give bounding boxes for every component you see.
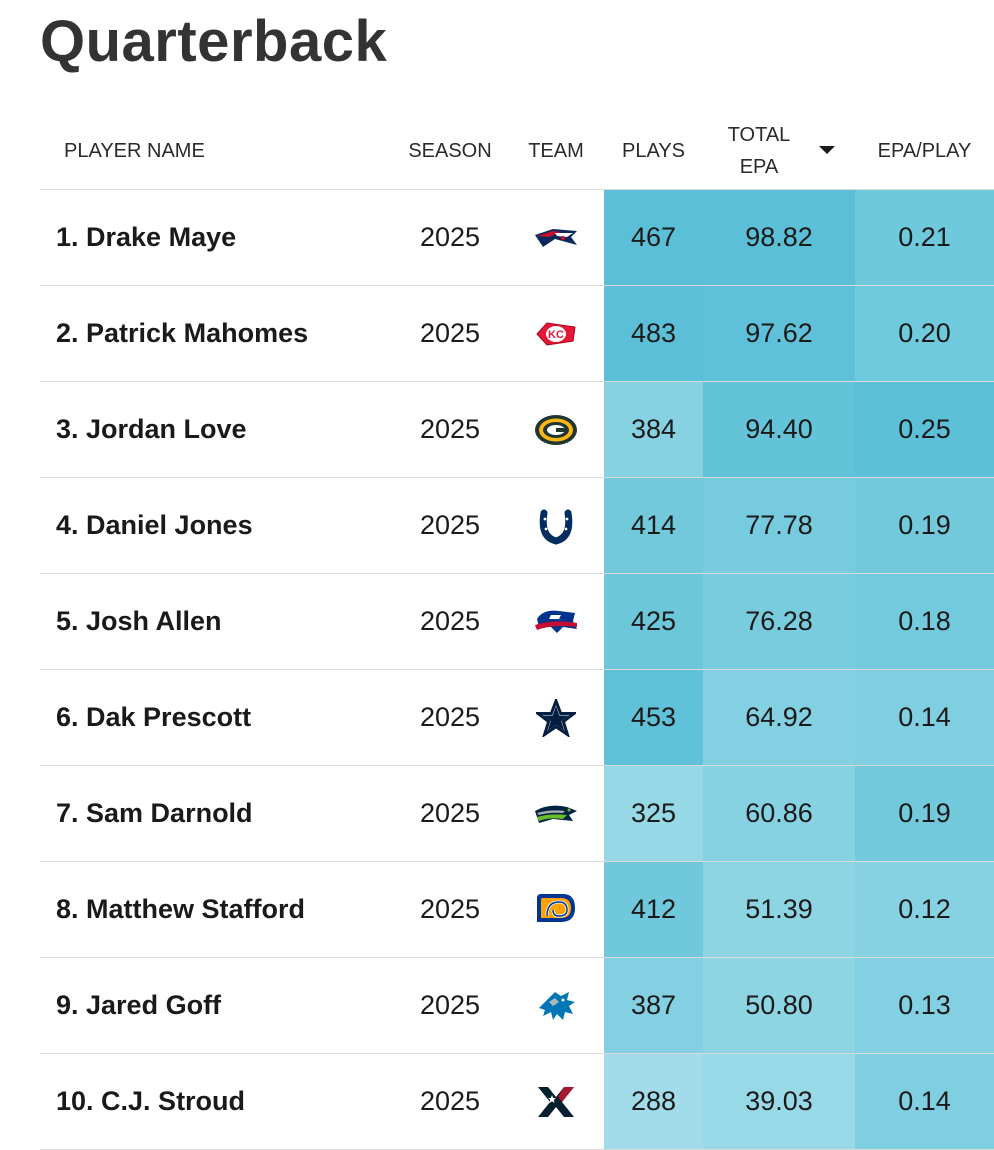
plays-value: 467 bbox=[604, 190, 703, 285]
header-plays[interactable]: PLAYS bbox=[622, 139, 685, 162]
epa-per-play-value: 0.20 bbox=[855, 286, 994, 381]
player-name[interactable]: 7. Sam Darnold bbox=[56, 798, 253, 828]
table-row[interactable]: 10. C.J. Stroud 2025 288 39.03 0.14 bbox=[40, 1053, 994, 1150]
table-row[interactable]: 1. Drake Maye 2025 467 98.82 0.21 bbox=[40, 189, 994, 285]
total-epa-value: 39.03 bbox=[703, 1054, 855, 1149]
table-row[interactable]: 8. Matthew Stafford 2025 412 51.39 0.12 bbox=[40, 861, 994, 957]
player-name[interactable]: 2. Patrick Mahomes bbox=[56, 318, 309, 348]
team-cell bbox=[516, 1054, 596, 1149]
player-name[interactable]: 3. Jordan Love bbox=[56, 414, 247, 444]
player-name[interactable]: 10. C.J. Stroud bbox=[56, 1086, 246, 1116]
season-value: 2025 bbox=[419, 222, 481, 252]
header-player-name[interactable]: PLAYER NAME bbox=[64, 139, 205, 162]
season-value: 2025 bbox=[419, 990, 481, 1020]
header-total-epa[interactable]: TOTAL EPA bbox=[703, 112, 815, 189]
player-name[interactable]: 5. Josh Allen bbox=[56, 606, 222, 636]
table-row[interactable]: 9. Jared Goff 2025 387 50.80 0.13 bbox=[40, 957, 994, 1053]
seahawks-logo[interactable] bbox=[533, 801, 579, 827]
table-body: 1. Drake Maye 2025 467 98.82 0.21 2. Patrick … bbox=[40, 189, 994, 1150]
team-cell: KC bbox=[516, 286, 596, 381]
team-cell bbox=[516, 670, 596, 765]
team-cell bbox=[516, 190, 596, 285]
season-value: 2025 bbox=[419, 798, 481, 828]
plays-value: 412 bbox=[604, 862, 703, 957]
epa-per-play-value: 0.14 bbox=[855, 670, 994, 765]
patriots-logo[interactable] bbox=[533, 225, 579, 251]
colts-logo[interactable] bbox=[538, 507, 574, 545]
lions-logo[interactable] bbox=[533, 988, 579, 1024]
plays-value: 483 bbox=[604, 286, 703, 381]
plays-value: 453 bbox=[604, 670, 703, 765]
total-epa-value: 51.39 bbox=[703, 862, 855, 957]
season-value: 2025 bbox=[419, 510, 481, 540]
table-row[interactable]: 3. Jordan Love 2025 384 94.40 0.25 bbox=[40, 381, 994, 477]
epa-per-play-value: 0.14 bbox=[855, 1054, 994, 1149]
plays-value: 414 bbox=[604, 478, 703, 573]
caret-down-icon[interactable] bbox=[819, 146, 835, 154]
table-header: PLAYER NAME SEASON TEAM PLAYS TOTAL EPA … bbox=[40, 112, 994, 189]
packers-logo[interactable] bbox=[534, 414, 578, 446]
rams-logo[interactable] bbox=[533, 892, 579, 928]
plays-value: 288 bbox=[604, 1054, 703, 1149]
total-epa-value: 77.78 bbox=[703, 478, 855, 573]
cowboys-logo[interactable] bbox=[536, 698, 576, 737]
page-title: Quarterback bbox=[40, 9, 388, 74]
table-row[interactable]: 2. Patrick Mahomes 2025 KC 483 97.62 0.20 bbox=[40, 285, 994, 381]
plays-value: 425 bbox=[604, 574, 703, 669]
player-name[interactable]: 4. Daniel Jones bbox=[56, 510, 253, 540]
header-total-epa-line1: TOTAL bbox=[727, 123, 791, 146]
player-name[interactable]: 9. Jared Goff bbox=[56, 990, 222, 1020]
team-cell bbox=[516, 478, 596, 573]
total-epa-value: 64.92 bbox=[703, 670, 855, 765]
team-cell bbox=[516, 958, 596, 1053]
team-cell bbox=[516, 862, 596, 957]
plays-value: 384 bbox=[604, 382, 703, 477]
table-row[interactable]: 4. Daniel Jones 2025 414 77.78 0.19 bbox=[40, 477, 994, 573]
stats-table: PLAYER NAME SEASON TEAM PLAYS TOTAL EPA … bbox=[40, 112, 994, 1150]
total-epa-value: 98.82 bbox=[703, 190, 855, 285]
table-row[interactable]: 5. Josh Allen 2025 425 76.28 0.18 bbox=[40, 573, 994, 669]
total-epa-value: 50.80 bbox=[703, 958, 855, 1053]
season-value: 2025 bbox=[419, 894, 481, 924]
plays-value: 387 bbox=[604, 958, 703, 1053]
season-value: 2025 bbox=[419, 606, 481, 636]
svg-text:KC: KC bbox=[548, 329, 564, 341]
epa-per-play-value: 0.21 bbox=[855, 190, 994, 285]
team-cell bbox=[516, 574, 596, 669]
plays-value: 325 bbox=[604, 766, 703, 861]
epa-per-play-value: 0.12 bbox=[855, 862, 994, 957]
season-value: 2025 bbox=[419, 414, 481, 444]
player-name[interactable]: 8. Matthew Stafford bbox=[56, 894, 306, 924]
table-row[interactable]: 6. Dak Prescott 2025 453 64.92 0.14 bbox=[40, 669, 994, 765]
epa-per-play-value: 0.19 bbox=[855, 478, 994, 573]
total-epa-value: 60.86 bbox=[703, 766, 855, 861]
header-season[interactable]: SEASON bbox=[408, 139, 492, 162]
team-cell bbox=[516, 382, 596, 477]
bills-logo[interactable] bbox=[533, 607, 579, 637]
season-value: 2025 bbox=[419, 318, 481, 348]
epa-per-play-value: 0.25 bbox=[855, 382, 994, 477]
season-value: 2025 bbox=[419, 702, 481, 732]
header-team[interactable]: TEAM bbox=[528, 139, 584, 162]
header-epa-per-play[interactable]: EPA/PLAY bbox=[877, 139, 972, 162]
header-total-epa-line2: EPA bbox=[739, 155, 779, 178]
team-cell bbox=[516, 766, 596, 861]
total-epa-value: 76.28 bbox=[703, 574, 855, 669]
table-row[interactable]: 7. Sam Darnold 2025 325 60.86 0.19 bbox=[40, 765, 994, 861]
player-name[interactable]: 1. Drake Maye bbox=[56, 222, 237, 252]
total-epa-value: 94.40 bbox=[703, 382, 855, 477]
player-name[interactable]: 6. Dak Prescott bbox=[56, 702, 252, 732]
epa-per-play-value: 0.18 bbox=[855, 574, 994, 669]
chiefs-logo[interactable]: KC bbox=[533, 319, 579, 349]
epa-per-play-value: 0.19 bbox=[855, 766, 994, 861]
total-epa-value: 97.62 bbox=[703, 286, 855, 381]
texans-logo[interactable] bbox=[534, 1083, 578, 1121]
epa-per-play-value: 0.13 bbox=[855, 958, 994, 1053]
season-value: 2025 bbox=[419, 1086, 481, 1116]
